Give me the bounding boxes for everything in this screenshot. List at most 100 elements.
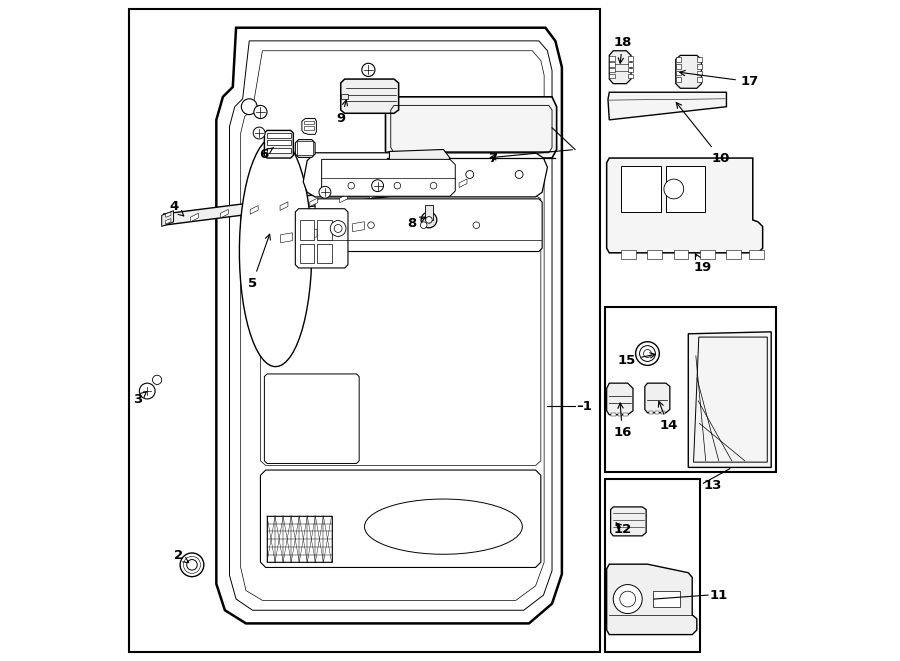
Polygon shape bbox=[315, 199, 542, 252]
Text: 12: 12 bbox=[613, 523, 632, 536]
Polygon shape bbox=[295, 209, 348, 268]
Polygon shape bbox=[281, 233, 292, 243]
Polygon shape bbox=[216, 28, 562, 623]
Polygon shape bbox=[652, 591, 680, 607]
Circle shape bbox=[426, 217, 432, 223]
Polygon shape bbox=[302, 118, 317, 134]
Circle shape bbox=[180, 553, 203, 576]
Polygon shape bbox=[611, 412, 616, 416]
Polygon shape bbox=[697, 64, 702, 69]
Circle shape bbox=[466, 171, 473, 178]
Polygon shape bbox=[627, 62, 633, 67]
Circle shape bbox=[620, 591, 635, 607]
Polygon shape bbox=[700, 251, 715, 259]
Polygon shape bbox=[627, 56, 633, 61]
Polygon shape bbox=[162, 211, 174, 227]
Polygon shape bbox=[644, 383, 670, 412]
Polygon shape bbox=[297, 141, 313, 155]
Polygon shape bbox=[609, 56, 615, 61]
Polygon shape bbox=[697, 71, 702, 75]
Polygon shape bbox=[317, 244, 331, 263]
Polygon shape bbox=[609, 51, 631, 84]
Circle shape bbox=[640, 346, 655, 362]
Circle shape bbox=[362, 63, 375, 77]
Polygon shape bbox=[425, 206, 433, 220]
Text: 18: 18 bbox=[613, 36, 632, 63]
Polygon shape bbox=[265, 374, 359, 463]
Polygon shape bbox=[609, 62, 615, 67]
Text: 15: 15 bbox=[617, 353, 655, 367]
Polygon shape bbox=[341, 79, 399, 113]
Circle shape bbox=[348, 182, 355, 189]
Polygon shape bbox=[605, 307, 776, 472]
Text: 19: 19 bbox=[694, 254, 712, 274]
Polygon shape bbox=[608, 93, 726, 120]
Polygon shape bbox=[621, 251, 635, 259]
Circle shape bbox=[372, 180, 383, 192]
Polygon shape bbox=[267, 139, 291, 145]
Text: 8: 8 bbox=[407, 217, 426, 231]
Circle shape bbox=[473, 222, 480, 229]
Polygon shape bbox=[339, 194, 347, 203]
Circle shape bbox=[613, 584, 643, 613]
Polygon shape bbox=[429, 183, 437, 191]
Circle shape bbox=[241, 98, 257, 114]
Polygon shape bbox=[649, 410, 652, 414]
Circle shape bbox=[254, 105, 267, 118]
Polygon shape bbox=[676, 56, 701, 89]
Polygon shape bbox=[250, 206, 258, 214]
Polygon shape bbox=[304, 126, 314, 130]
Polygon shape bbox=[655, 410, 660, 414]
Polygon shape bbox=[674, 251, 688, 259]
Polygon shape bbox=[220, 210, 229, 218]
Polygon shape bbox=[676, 64, 681, 69]
Polygon shape bbox=[260, 470, 541, 567]
Polygon shape bbox=[623, 412, 627, 416]
Circle shape bbox=[644, 350, 652, 358]
Circle shape bbox=[334, 225, 342, 233]
Polygon shape bbox=[166, 219, 171, 224]
Text: 13: 13 bbox=[704, 479, 722, 492]
Polygon shape bbox=[661, 410, 664, 414]
Polygon shape bbox=[266, 217, 365, 242]
Polygon shape bbox=[688, 332, 771, 467]
Polygon shape bbox=[166, 212, 171, 217]
Polygon shape bbox=[459, 179, 467, 188]
Polygon shape bbox=[300, 220, 314, 240]
Polygon shape bbox=[129, 9, 600, 652]
Polygon shape bbox=[267, 147, 291, 153]
Text: –1: –1 bbox=[576, 400, 592, 412]
Polygon shape bbox=[370, 190, 377, 199]
Polygon shape bbox=[385, 97, 556, 158]
Polygon shape bbox=[353, 221, 364, 231]
Polygon shape bbox=[610, 507, 646, 536]
Circle shape bbox=[368, 222, 374, 229]
Text: 4: 4 bbox=[169, 200, 184, 216]
Polygon shape bbox=[300, 244, 314, 263]
Polygon shape bbox=[609, 74, 615, 79]
Polygon shape bbox=[239, 136, 311, 367]
Polygon shape bbox=[666, 166, 706, 212]
Polygon shape bbox=[676, 58, 681, 62]
Polygon shape bbox=[676, 77, 681, 82]
Circle shape bbox=[186, 560, 197, 570]
Text: 3: 3 bbox=[132, 391, 147, 406]
Text: 5: 5 bbox=[248, 234, 270, 290]
Circle shape bbox=[664, 179, 684, 199]
Circle shape bbox=[140, 383, 155, 399]
Polygon shape bbox=[267, 516, 331, 563]
Polygon shape bbox=[607, 158, 762, 253]
Circle shape bbox=[421, 212, 436, 228]
Text: 2: 2 bbox=[174, 549, 189, 563]
Polygon shape bbox=[621, 166, 661, 212]
Polygon shape bbox=[321, 159, 455, 196]
Text: 9: 9 bbox=[337, 100, 347, 125]
Text: 17: 17 bbox=[680, 71, 760, 88]
Polygon shape bbox=[305, 229, 317, 239]
Circle shape bbox=[430, 182, 436, 189]
Polygon shape bbox=[303, 153, 547, 197]
Polygon shape bbox=[607, 383, 633, 414]
Circle shape bbox=[253, 127, 265, 139]
Text: 6: 6 bbox=[259, 147, 274, 161]
Circle shape bbox=[330, 221, 346, 237]
